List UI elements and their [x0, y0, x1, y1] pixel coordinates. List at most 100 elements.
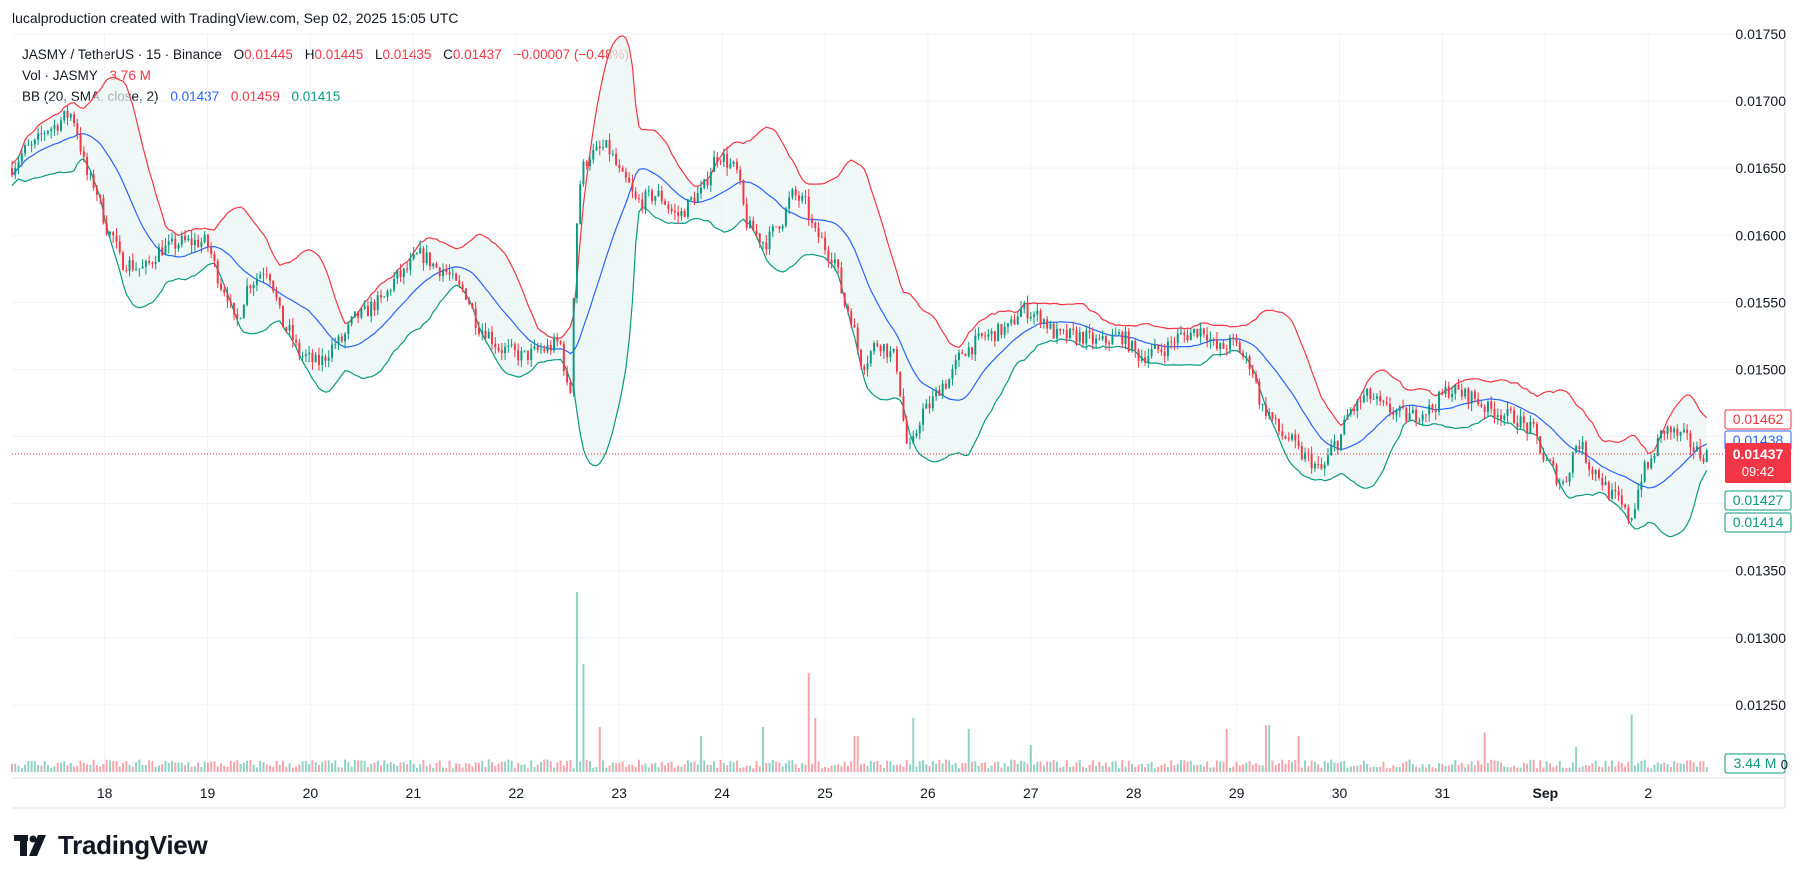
price-axis[interactable]: 0.01750 0.01700 0.01650 0.01600 0.01550 0.015… [1735, 26, 1786, 713]
candle-body [1183, 332, 1186, 336]
candle-body [716, 156, 719, 162]
candle-body [1189, 332, 1192, 341]
volume-bar [1189, 760, 1192, 772]
candle-body [415, 253, 418, 255]
legend-high-label: H [304, 47, 315, 62]
volume-bar [1545, 761, 1548, 772]
candle-body [1686, 429, 1689, 433]
candle-body [1483, 406, 1486, 412]
candle-body [79, 134, 82, 152]
candle-body [922, 408, 925, 425]
band-price-badge [1724, 512, 1792, 533]
volume-bar [1026, 763, 1029, 772]
volume-bar [1689, 760, 1692, 772]
volume-bar [1428, 764, 1431, 772]
candle-body [1186, 335, 1189, 341]
candle-body [1444, 386, 1447, 395]
volume-bar [340, 767, 343, 772]
candle-body [657, 190, 660, 197]
candle-body [1650, 458, 1653, 469]
volume-bar [866, 765, 869, 772]
candle-body [1421, 414, 1424, 421]
candle-body [1153, 344, 1156, 350]
volume-bar [99, 766, 102, 772]
legend-symbol[interactable]: JASMY / TetherUS · 15 · Binance [22, 47, 222, 62]
volume-bar [1134, 766, 1137, 772]
volume-bar [1646, 767, 1649, 772]
price-chart[interactable]: 0.01750 0.01700 0.01650 0.01600 0.01550 0.015… [0, 0, 1814, 820]
volume-bar [278, 765, 281, 772]
volume-bar [288, 763, 291, 772]
candle-body [1637, 489, 1640, 510]
volume-bar [833, 765, 836, 772]
candle-body [1673, 428, 1676, 433]
volume-bar [144, 765, 147, 772]
volume-bar [1225, 728, 1228, 772]
candle-body [1209, 338, 1212, 341]
volume-bar [1611, 760, 1614, 772]
volume-bar [843, 761, 846, 772]
candle-body [144, 260, 147, 267]
candle-body [1114, 333, 1117, 335]
volume-bar [1597, 766, 1600, 772]
candle-body [344, 333, 347, 342]
volume-bar [477, 762, 480, 772]
candle-body [461, 284, 464, 289]
legend-volume-label[interactable]: Vol · JASMY [22, 68, 98, 83]
volume-bar [1215, 760, 1218, 772]
bollinger-band [11, 35, 1708, 538]
volume-bar [1065, 760, 1068, 772]
candle-body [350, 316, 353, 325]
candle-body [1006, 323, 1009, 327]
volume-bar [455, 763, 458, 772]
x-tick-label: 18 [97, 785, 113, 801]
volume-bar [739, 767, 742, 772]
volume-badge-text: 3.44 M [1734, 755, 1777, 771]
candle-body [1199, 328, 1202, 337]
y-tick-label: 0.01650 [1735, 160, 1786, 176]
volume-bar [582, 664, 585, 772]
candle-body [190, 238, 193, 246]
candle-body [1023, 302, 1026, 309]
volume-bar [961, 762, 964, 772]
volume-bar [438, 760, 441, 772]
volume-bar [108, 760, 111, 772]
volume-bar [223, 765, 226, 772]
volume-bar [1447, 765, 1450, 772]
volume-bar [1078, 760, 1081, 772]
y-tick-label: 0.01600 [1735, 227, 1786, 243]
candle-body [171, 238, 173, 242]
volume-bar [1238, 765, 1241, 772]
volume-bar [461, 767, 464, 772]
volume-bar [1023, 761, 1026, 772]
candle-body [141, 266, 144, 269]
candle-body [1353, 409, 1356, 411]
candle-body [624, 171, 627, 178]
volume-bar [954, 762, 957, 772]
x-tick-label: 20 [303, 785, 319, 801]
volume-bar [1650, 768, 1653, 772]
volume-bar [611, 762, 614, 772]
candle-body [1238, 342, 1241, 353]
y-tick-label: 0.01700 [1735, 93, 1786, 109]
volume-bar [1010, 759, 1013, 772]
candle-body [24, 145, 27, 154]
volume-bar [922, 760, 925, 772]
time-axis[interactable]: 18 19 20 21 22 23 24 25 26 27 28 29 30 31 Sep 2 [97, 785, 1653, 801]
tradingview-logo[interactable]: TradingView [14, 830, 208, 861]
volume-bar [1451, 764, 1454, 772]
volume-bar [1180, 759, 1182, 772]
volume-bar [33, 761, 36, 772]
volume-bar [752, 768, 755, 772]
candle-body [112, 232, 115, 236]
candle-body [1069, 328, 1071, 339]
candle-body [735, 161, 738, 170]
bb-basis-line [11, 133, 1707, 489]
candle-body [445, 269, 448, 273]
volume-bar [944, 759, 947, 772]
candle-body [693, 197, 696, 203]
candle-body [291, 324, 294, 340]
volume-bar [938, 759, 941, 772]
volume-bar [575, 592, 578, 772]
candle-body [442, 269, 445, 277]
